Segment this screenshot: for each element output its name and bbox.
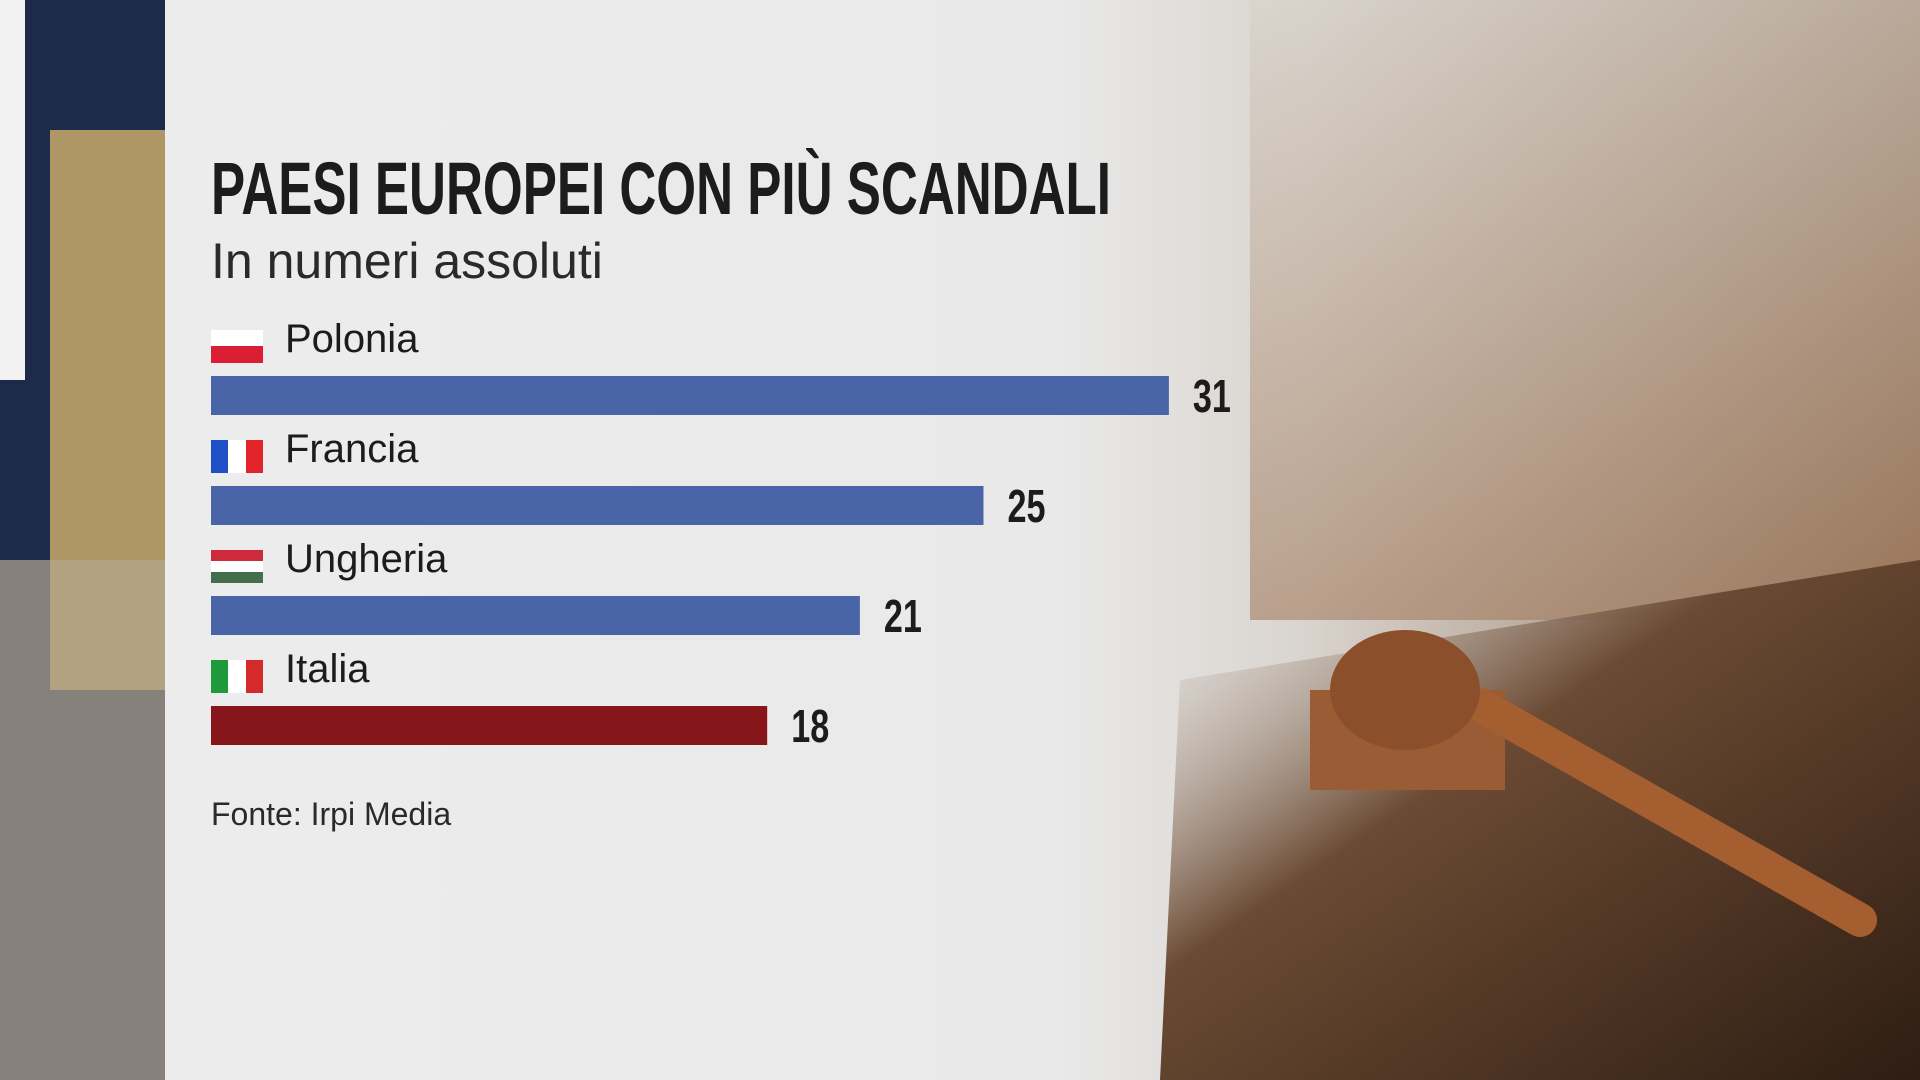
flag-poland bbox=[211, 330, 263, 363]
bar bbox=[211, 706, 768, 745]
left-facade bbox=[0, 560, 165, 1080]
source: Fonte: Irpi Media bbox=[211, 796, 451, 832]
flag-hungary bbox=[211, 550, 263, 583]
category-label: Ungheria bbox=[285, 537, 448, 581]
value-label: 25 bbox=[1008, 480, 1046, 532]
flag-italy bbox=[211, 660, 263, 693]
bar bbox=[211, 486, 984, 525]
category-label: Francia bbox=[285, 427, 419, 471]
chart-subtitle: In numeri assoluti bbox=[211, 233, 603, 289]
gavel-head bbox=[1330, 630, 1480, 750]
value-label: 18 bbox=[791, 700, 829, 752]
bar bbox=[211, 376, 1169, 415]
chart-title: PAESI EUROPEI CON PIÙ SCANDALI bbox=[211, 147, 1111, 230]
flag-france bbox=[211, 440, 263, 473]
value-label: 31 bbox=[1193, 370, 1231, 422]
category-label: Italia bbox=[285, 647, 370, 691]
category-label: Polonia bbox=[285, 317, 419, 361]
left-edge bbox=[0, 0, 25, 380]
bar bbox=[211, 596, 860, 635]
value-label: 21 bbox=[884, 590, 922, 642]
gavel-handle bbox=[1463, 688, 1877, 937]
photo-room bbox=[1250, 0, 1920, 620]
